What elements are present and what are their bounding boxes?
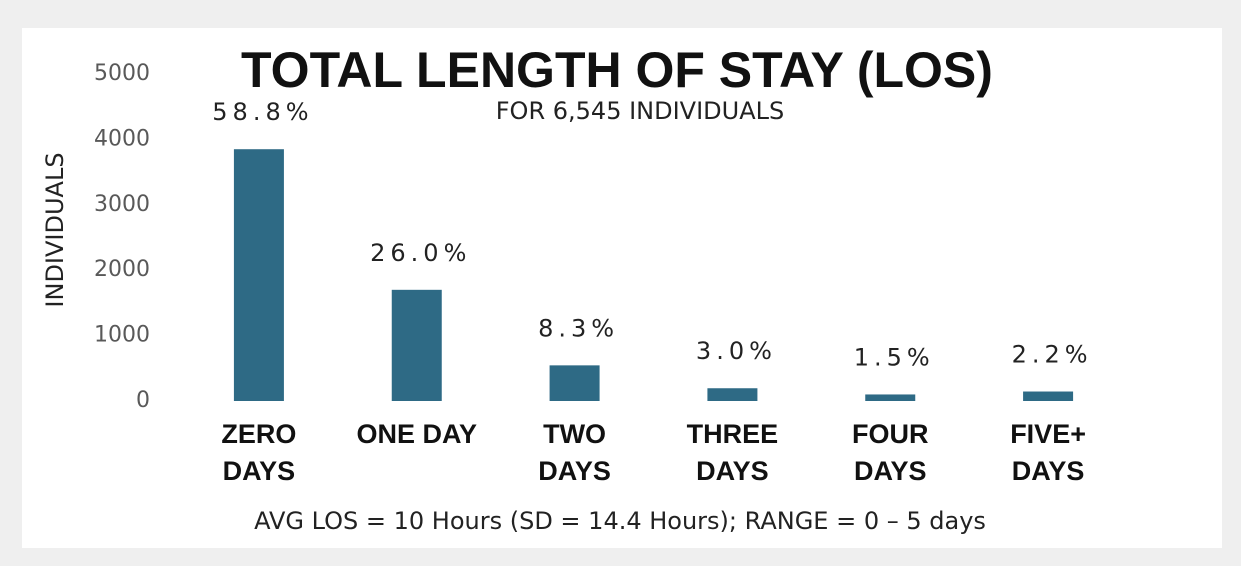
x-tick-label: FIVE+ DAYS [1010,419,1086,486]
bar [865,394,916,401]
chart-title: TOTAL LENGTH OF STAY (LOS) [241,42,993,98]
chart-frame [22,28,1222,548]
bar [233,149,284,401]
y-tick-label: 0 [136,388,150,413]
y-axis-title: INDIVIDUALS [41,152,69,307]
value-label: 3.0% [696,337,777,365]
value-label: 2.2% [1012,341,1093,369]
y-tick-label: 1000 [94,323,150,348]
bar [707,388,758,401]
value-label: 1.5% [854,343,935,371]
bar [1023,391,1074,401]
value-label: 8.3% [538,314,619,342]
y-tick-label: 5000 [94,61,150,86]
y-tick-label: 2000 [94,257,150,282]
footnote: AVG LOS = 10 Hours (SD = 14.4 Hours); RA… [254,507,986,535]
x-tick-label: ZERO DAYS [221,419,297,486]
y-tick-label: 3000 [94,192,150,217]
bar [391,289,442,401]
x-tick-label: ONE DAY [356,419,478,449]
bar [549,365,600,401]
chart-subtitle: FOR 6,545 INDIVIDUALS [496,97,785,125]
value-label: 26.0% [370,239,471,267]
y-tick-label: 4000 [94,126,150,151]
x-tick-label: FOUR DAYS [852,419,929,486]
x-tick-label: THREE DAYS [686,419,779,486]
value-label: 58.8% [212,98,313,126]
x-tick-label: TWO DAYS [538,419,611,486]
